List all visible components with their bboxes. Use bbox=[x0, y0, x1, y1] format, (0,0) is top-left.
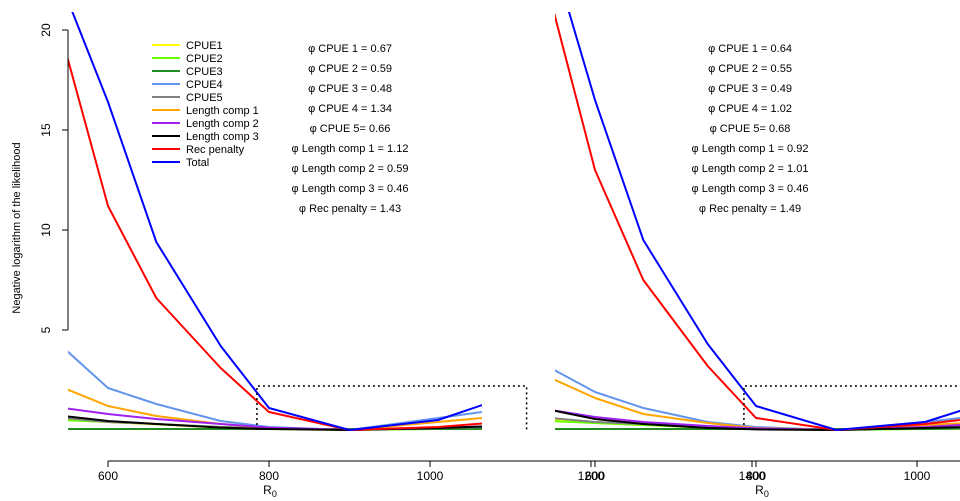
legend-label: Rec penalty bbox=[186, 144, 245, 156]
chart-panel-left: 600 800 1000 1200 1400 5 10 15 20 R0 Negative l… bbox=[11, 12, 766, 499]
y-axis-label-left: Negative logarithm of the likelihood bbox=[11, 142, 23, 313]
x-tick-label: 1000 bbox=[417, 469, 444, 483]
phi-annotation: φ CPUE 4 = 1.02 bbox=[708, 103, 792, 115]
phi-annotation: φ Rec penalty = 1.43 bbox=[299, 203, 401, 215]
series-line bbox=[68, 350, 482, 431]
phi-annotation: φ Length comp 2 = 1.01 bbox=[692, 163, 809, 175]
x-tick-label: 800 bbox=[259, 469, 279, 483]
y-tick-label: 20 bbox=[39, 23, 53, 37]
x-ticks-left: 600 800 1000 1200 1400 bbox=[98, 461, 766, 483]
phi-annotation: φ CPUE 2 = 0.59 bbox=[308, 63, 392, 75]
annotations-right: φ CPUE 1 = 0.64 φ CPUE 2 = 0.55 φ CPUE 3 =… bbox=[692, 43, 809, 215]
phi-annotation: φ CPUE 4 = 1.34 bbox=[308, 103, 392, 115]
phi-annotation: φ CPUE 2 = 0.55 bbox=[708, 63, 792, 75]
series-line bbox=[68, 55, 482, 431]
annotations-left: φ CPUE 1 = 0.67 φ CPUE 2 = 0.59 φ CPUE 3 =… bbox=[292, 43, 409, 215]
phi-annotation: φ Length comp 3 = 0.46 bbox=[292, 183, 409, 195]
phi-annotation: φ CPUE 3 = 0.49 bbox=[708, 83, 792, 95]
legend-label: CPUE3 bbox=[186, 66, 223, 78]
dashed-box-left bbox=[256, 385, 528, 430]
legend-label: CPUE5 bbox=[186, 92, 223, 104]
phi-annotation: φ CPUE 1 = 0.67 bbox=[308, 43, 392, 55]
x-tick-label: 600 bbox=[98, 469, 118, 483]
legend-label: Length comp 1 bbox=[186, 105, 259, 117]
phi-annotation: φ CPUE 5= 0.68 bbox=[710, 123, 791, 135]
legend-label: CPUE2 bbox=[186, 53, 223, 65]
series-group-right bbox=[555, 12, 960, 431]
phi-annotation: φ CPUE 1 = 0.64 bbox=[708, 43, 792, 55]
dashed-box-line bbox=[743, 385, 960, 430]
x-axis-label-right: R0 bbox=[755, 483, 769, 499]
x-tick-label: 1400 bbox=[739, 469, 766, 483]
legend-label: Length comp 2 bbox=[186, 118, 259, 130]
legend-label: Total bbox=[186, 157, 209, 169]
phi-annotation: φ Length comp 3 = 0.46 bbox=[692, 183, 809, 195]
x-axis-label-left: R0 bbox=[263, 483, 277, 499]
y-tick-label: 5 bbox=[39, 326, 53, 333]
legend-label: CPUE4 bbox=[186, 79, 223, 91]
x-tick-label: 600 bbox=[585, 469, 605, 483]
legend-label: CPUE1 bbox=[186, 40, 223, 52]
dashed-box-line bbox=[256, 385, 528, 430]
phi-annotation: φ Length comp 2 = 0.59 bbox=[292, 163, 409, 175]
y-tick-label: 15 bbox=[39, 123, 53, 137]
x-tick-label: 1000 bbox=[904, 469, 931, 483]
phi-annotation: φ Length comp 1 = 1.12 bbox=[292, 143, 409, 155]
y-ticks-left: 5 10 15 20 bbox=[39, 23, 68, 333]
legend-label: Length comp 3 bbox=[186, 131, 259, 143]
x-tick-label: 800 bbox=[746, 469, 766, 483]
phi-annotation: φ CPUE 5= 0.66 bbox=[310, 123, 391, 135]
phi-annotation: φ Length comp 1 = 0.92 bbox=[692, 143, 809, 155]
phi-annotation: φ Rec penalty = 1.49 bbox=[699, 203, 801, 215]
x-tick-label: 1200 bbox=[578, 469, 605, 483]
series-line bbox=[567, 12, 960, 431]
dashed-box-right bbox=[743, 385, 960, 430]
series-group-left bbox=[68, 12, 482, 431]
phi-annotation: φ CPUE 3 = 0.48 bbox=[308, 83, 392, 95]
y-tick-label: 10 bbox=[39, 223, 53, 237]
series-line bbox=[71, 12, 482, 431]
